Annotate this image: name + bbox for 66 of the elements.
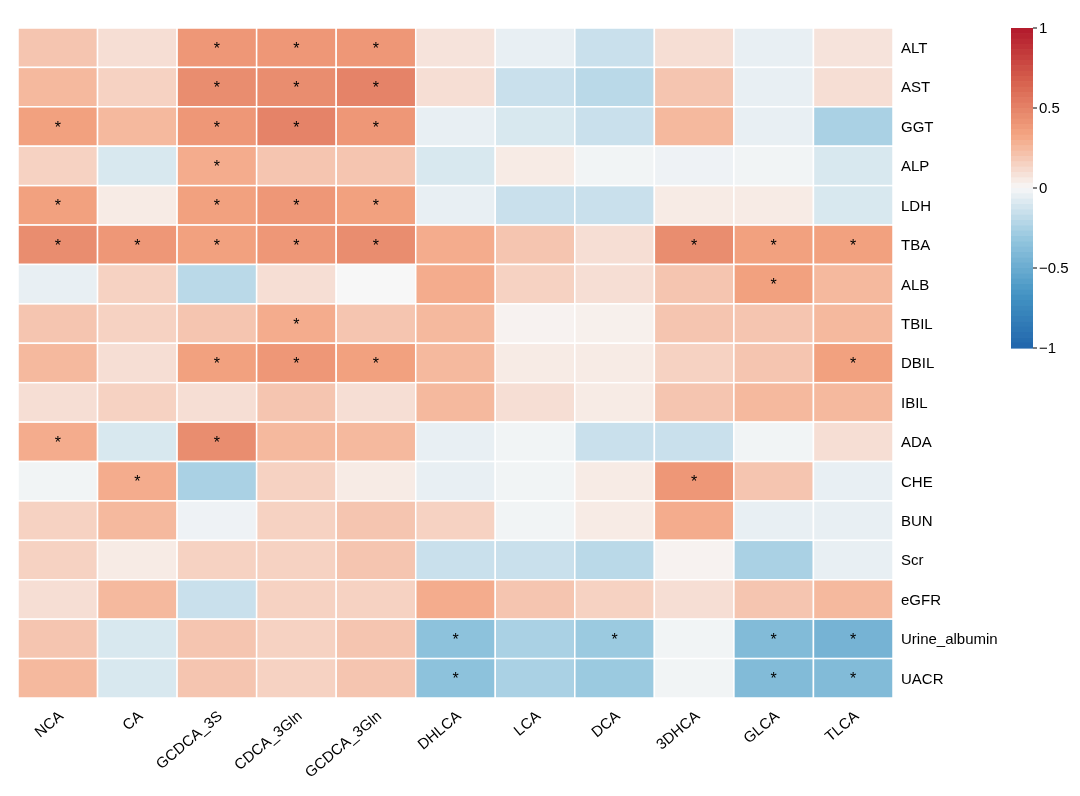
x-tick-label: NCA <box>30 706 67 741</box>
y-tick-label: GGT <box>901 117 934 135</box>
data-label: * <box>770 236 777 254</box>
data-label: * <box>134 236 141 254</box>
data-label: * <box>850 236 857 254</box>
y-tick-label: TBA <box>901 236 931 254</box>
data-label: * <box>293 355 300 372</box>
data-label: * <box>850 630 857 648</box>
y-tick-label: ALP <box>901 157 930 175</box>
y-tick-label: BUN <box>901 511 933 529</box>
data-label: * <box>293 39 300 57</box>
data-label: * <box>213 236 220 254</box>
data-label: * <box>770 630 777 648</box>
data-label: * <box>293 197 300 215</box>
y-tick-label: Urine_albumin <box>901 630 998 648</box>
data-label: * <box>452 670 459 688</box>
y-tick-label: CHE <box>901 472 933 490</box>
data-label: * <box>850 355 857 372</box>
data-label: * <box>452 630 459 648</box>
data-label: * <box>293 236 300 254</box>
data-label: * <box>691 236 698 254</box>
y-tick-label: IBIL <box>901 393 928 411</box>
data-label: * <box>134 473 141 491</box>
y-tick-label: AST <box>901 78 931 96</box>
data-label: * <box>770 276 777 294</box>
data-label: * <box>770 670 777 688</box>
data-label: * <box>54 433 61 451</box>
x-tick-label: LCA <box>510 706 544 739</box>
data-label: * <box>293 315 300 333</box>
data-label: * <box>213 355 220 372</box>
data-label: * <box>372 355 380 372</box>
y-tick-label: TBIL <box>901 314 933 332</box>
data-label: * <box>293 118 300 136</box>
y-tick-label: LDH <box>901 196 932 214</box>
data-label: * <box>213 197 220 215</box>
data-label: * <box>611 630 618 648</box>
color-bar-label: −1 <box>1039 339 1057 356</box>
color-bar-label: −0.5 <box>1039 259 1069 276</box>
data-label: * <box>372 236 380 254</box>
color-bar-label: 0 <box>1039 179 1048 196</box>
y-tick-label: ADA <box>901 433 932 451</box>
x-tick-label: DCA <box>587 706 623 741</box>
color-bar-label: 1 <box>1039 19 1048 36</box>
data-label: * <box>372 79 380 97</box>
x-tick-label: CA <box>118 706 146 734</box>
data-label: * <box>213 39 220 57</box>
y-tick-label: DBIL <box>901 354 935 372</box>
data-label: * <box>372 39 380 57</box>
data-label: * <box>213 157 220 175</box>
data-label: * <box>372 197 380 215</box>
data-label: * <box>54 197 61 215</box>
y-tick-label: Scr <box>901 551 924 569</box>
data-label: * <box>213 118 220 136</box>
y-tick-label: ALB <box>901 275 930 293</box>
data-label: * <box>850 670 857 688</box>
data-label: * <box>213 79 220 97</box>
data-label: * <box>54 236 61 254</box>
y-tick-label: eGFR <box>901 590 942 608</box>
y-tick-label: UACR <box>901 669 944 687</box>
y-tick-label: ALT <box>901 39 928 57</box>
color-bar-label: 0.5 <box>1039 99 1060 116</box>
data-label: * <box>372 118 380 136</box>
data-label: * <box>293 79 300 97</box>
data-label: * <box>691 473 698 491</box>
data-label: * <box>54 118 61 136</box>
data-label: * <box>213 433 220 451</box>
